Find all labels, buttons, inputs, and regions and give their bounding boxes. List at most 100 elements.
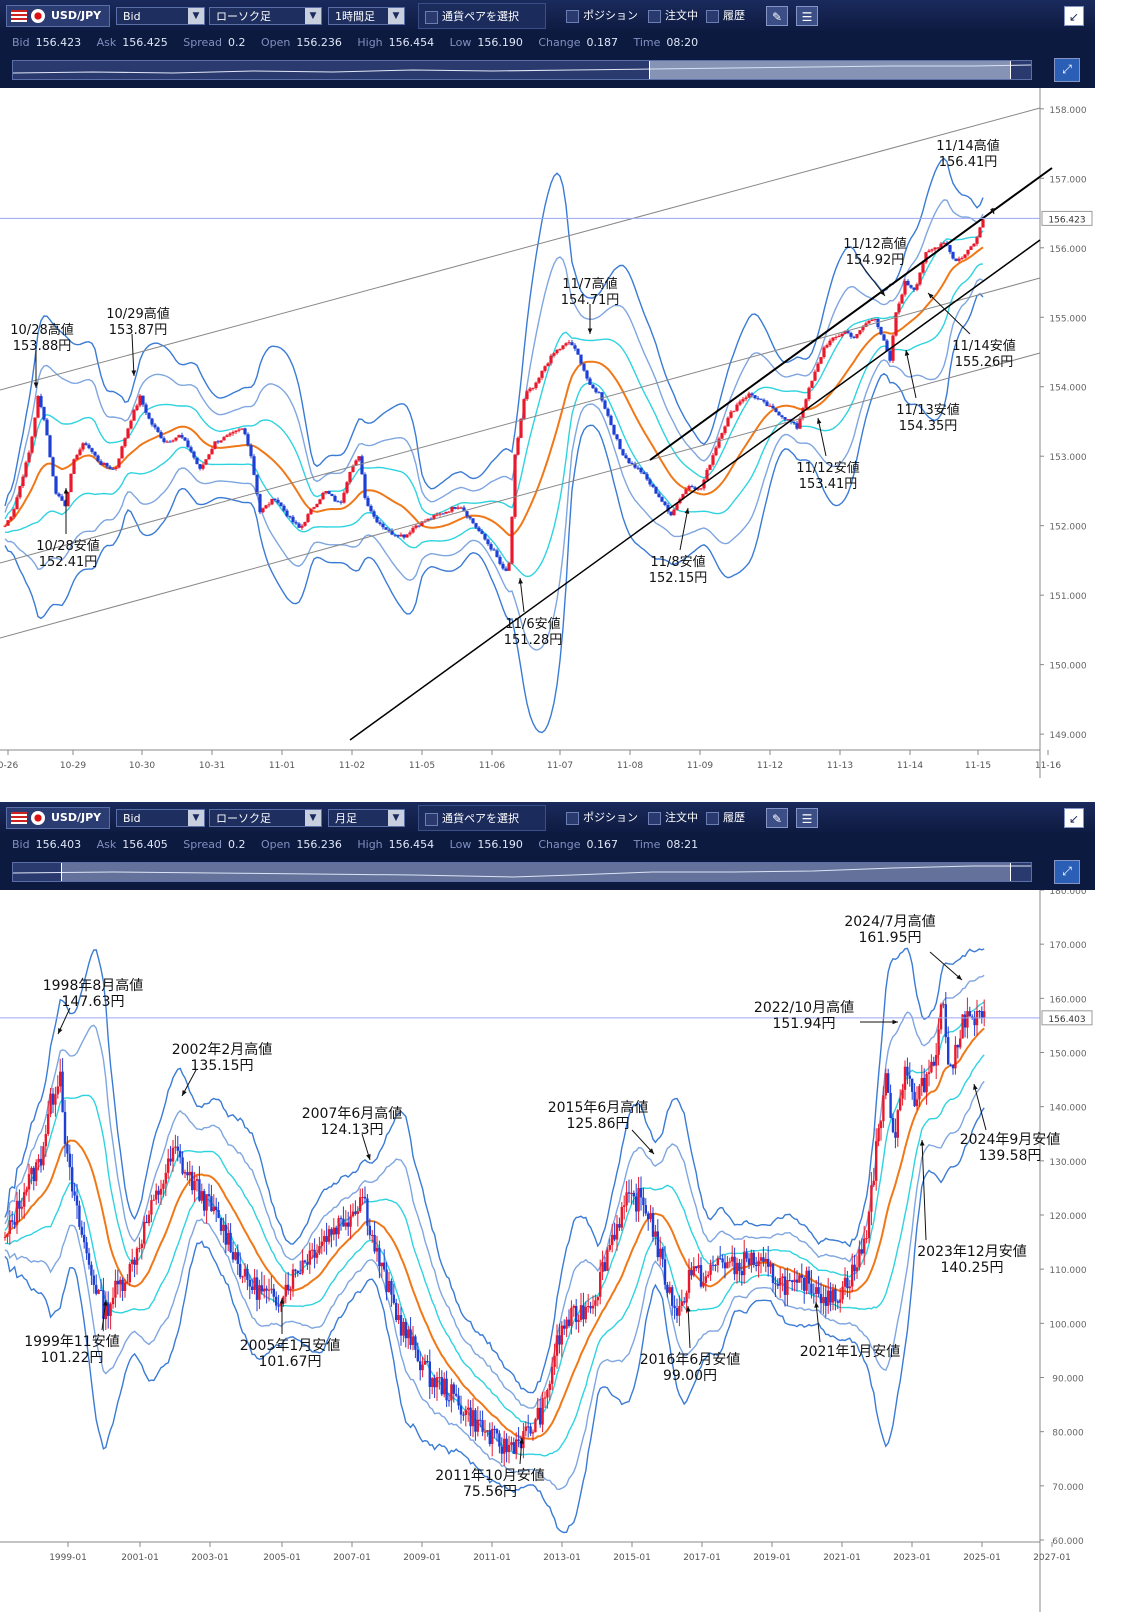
price-type-select[interactable]: Bid ▼	[116, 809, 205, 827]
candle-body	[217, 1210, 220, 1219]
settings-list-icon[interactable]: ☰	[796, 808, 818, 828]
candle-body	[385, 1269, 388, 1292]
candle-body	[297, 523, 301, 528]
candle-body	[971, 1016, 974, 1018]
candle-body	[553, 1355, 556, 1367]
candle-body	[435, 514, 439, 516]
candle-body	[920, 1077, 923, 1087]
annotation-arrowhead	[684, 508, 690, 514]
pair-select-button[interactable]: 通貨ペアを選択	[418, 805, 546, 831]
candle-body	[111, 468, 115, 470]
settings-list-icon[interactable]: ☰	[796, 6, 818, 26]
candle-body	[716, 1258, 719, 1266]
annotation-label: 11/12高値	[843, 236, 906, 252]
draw-tool-icon[interactable]: ✎	[766, 6, 788, 26]
annotation-price: 124.13円	[321, 1122, 384, 1138]
candle-body	[311, 1249, 314, 1251]
history-toggle[interactable]: 履歴	[706, 809, 745, 827]
candle-body	[692, 1266, 695, 1276]
candle-body	[423, 1361, 427, 1365]
chart-style-select[interactable]: ローソク足 ▼	[209, 7, 322, 25]
collapse-arrow-icon[interactable]: ↙	[1064, 808, 1084, 828]
candle-body	[657, 493, 661, 498]
candle-body	[144, 404, 148, 413]
candle-body	[339, 501, 343, 503]
candle-body	[852, 336, 856, 338]
x-tick-label: 2015-01	[613, 1553, 651, 1563]
candle-body	[973, 1017, 976, 1026]
order-toggle[interactable]: 注文中	[648, 809, 698, 827]
price-type-select[interactable]: Bid ▼	[116, 7, 205, 25]
candle-body	[733, 1256, 736, 1275]
pair-select-button[interactable]: 通貨ペアを選択	[418, 3, 546, 29]
candle-body	[168, 441, 172, 443]
timeframe-select[interactable]: 1時間足 ▼	[328, 7, 405, 25]
candle-body	[897, 303, 901, 313]
candle-body	[54, 1094, 57, 1105]
collapse-arrow-icon[interactable]: ↙	[1064, 6, 1084, 26]
timeframe-select[interactable]: 月足 ▼	[328, 809, 405, 827]
annotation-arrow	[817, 417, 827, 457]
candle-body	[121, 1279, 124, 1292]
candle-body	[193, 1180, 196, 1191]
candle-body	[983, 1011, 986, 1018]
candle-body	[615, 434, 619, 440]
order-toggle[interactable]: 注文中	[648, 7, 698, 25]
candle-body	[225, 435, 229, 438]
candle-body	[630, 1192, 633, 1194]
navigator-scroller[interactable]	[12, 60, 1032, 80]
candle-body	[445, 1378, 448, 1401]
candle-body	[264, 505, 268, 509]
annotation-price: 151.28円	[504, 633, 563, 648]
candle-body	[786, 419, 790, 421]
price-info-bar: Bid 156.423 Ask 156.425 Spread 0.2 Open 156.…	[0, 32, 1095, 54]
candle-body	[642, 472, 646, 475]
pair-selector[interactable]: USD/JPY	[6, 5, 110, 27]
x-tick-label: 11-06	[479, 761, 505, 771]
bollinger-outer-lower-line	[4, 1107, 985, 1534]
candle-body	[441, 513, 445, 515]
candle-body	[884, 1073, 887, 1096]
candle-body	[459, 507, 463, 509]
candle-body	[3, 525, 7, 527]
position-toggle[interactable]: ポジション	[566, 809, 638, 827]
navigator-window[interactable]	[649, 61, 1011, 79]
history-toggle[interactable]: 履歴	[706, 7, 745, 25]
price-info-bar: Bid 156.403 Ask 156.405 Spread 0.2 Open 156.…	[0, 834, 1095, 856]
candle-body	[539, 1407, 542, 1425]
candle-body	[877, 1128, 880, 1142]
annotation-price: 147.63円	[62, 994, 125, 1010]
expand-icon[interactable]: ⤢	[1054, 58, 1080, 82]
chart-style-select[interactable]: ローソク足 ▼	[209, 809, 322, 827]
expand-icon[interactable]: ⤢	[1054, 860, 1080, 884]
candle-body	[812, 1293, 815, 1295]
candle-body	[433, 1378, 436, 1388]
spread-label: Spread	[183, 838, 222, 851]
candle-body	[248, 1279, 251, 1287]
navigator-window[interactable]	[61, 863, 1011, 881]
candle-body	[452, 1384, 455, 1394]
position-toggle[interactable]: ポジション	[566, 7, 638, 25]
draw-tool-icon[interactable]: ✎	[766, 808, 788, 828]
candle-body	[714, 447, 718, 456]
current-price-label: 156.403	[1048, 1015, 1085, 1025]
candle-body	[927, 250, 931, 253]
candle-body	[443, 1378, 446, 1395]
candle-body	[224, 1224, 227, 1245]
pair-selector[interactable]: USD/JPY	[6, 807, 110, 829]
candle-body	[57, 493, 61, 497]
candle-body	[279, 502, 283, 506]
candle-body	[649, 1212, 652, 1220]
navigator-scroller[interactable]	[12, 862, 1032, 882]
candle-body	[15, 1200, 19, 1225]
candle-body	[529, 1426, 532, 1434]
annotation-label: 11/12安値	[796, 460, 859, 476]
candle-body	[349, 1216, 352, 1227]
candle-body	[764, 1258, 767, 1262]
y-tick-label: 80.000	[1052, 1429, 1084, 1439]
candle-body	[594, 1300, 597, 1306]
annotation-arrowhead	[131, 370, 137, 376]
annotation-arrow	[973, 1083, 987, 1131]
candle-body	[863, 1238, 866, 1254]
candle-body	[9, 516, 13, 521]
